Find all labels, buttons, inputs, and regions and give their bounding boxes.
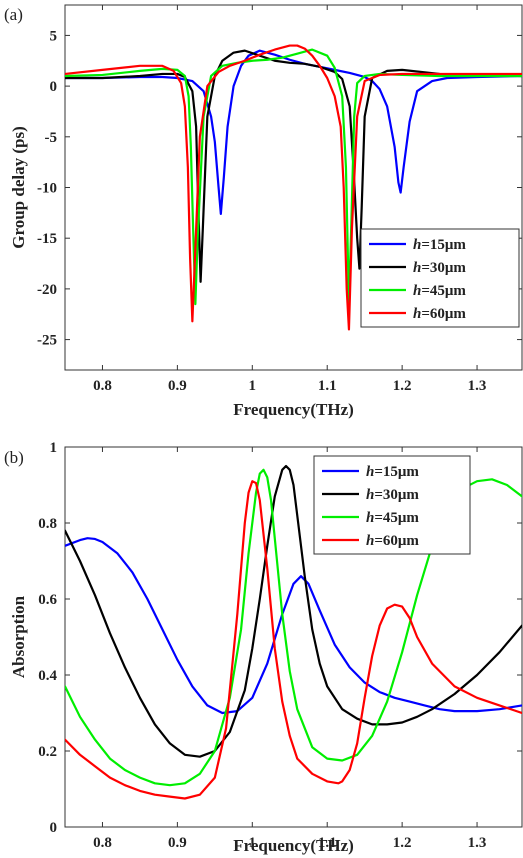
x-tick-label: 1.3 — [468, 378, 487, 394]
y-axis-label: Group delay (ps) — [9, 126, 28, 249]
y-tick-label: -20 — [37, 282, 57, 298]
series-line-45um — [65, 48, 522, 306]
x-tick-label: 1.1 — [318, 835, 337, 851]
x-tick-label: 0.8 — [93, 835, 112, 851]
legend-entry-label: h=15μm — [366, 464, 419, 480]
legend-entry-label: h=15μm — [413, 237, 466, 253]
legend-entry-label: h=45μm — [413, 283, 466, 299]
panel-label: (b) — [4, 448, 24, 467]
legend-entry-label: h=60μm — [413, 306, 466, 322]
series-line-30um — [65, 49, 522, 283]
y-tick-label: 0.2 — [38, 744, 57, 760]
y-tick-label: 0.8 — [38, 516, 57, 532]
panel-label: (a) — [4, 5, 23, 24]
x-tick-label: 1.2 — [393, 378, 412, 394]
legend-entry-label: h=45μm — [366, 510, 419, 526]
chart-panel-b: 0.8 0.9 1 1.1 1.2 1.300.20.40.60.81Frequency(… — [4, 440, 523, 855]
x-axis-label: Frequency(THz) — [233, 836, 354, 855]
x-tick-label: 1 — [249, 378, 257, 394]
legend-entry-label: h=30μm — [413, 260, 466, 276]
y-tick-label: 5 — [50, 28, 58, 44]
y-tick-label: -10 — [37, 181, 57, 197]
series-line-30um — [65, 464, 522, 758]
chart-panel-a: 0.8 0.9 1 1.1 1.2 1.3 5 0 -5 -10 -15 -20 -25 Frequenc… — [4, 4, 523, 419]
y-axis-label: Absorption — [9, 595, 28, 678]
y-tick-label: -25 — [37, 333, 57, 349]
y-tick-label: -5 — [45, 130, 58, 146]
x-tick-label: 1.3 — [468, 835, 487, 851]
x-tick-label: 0.9 — [168, 378, 187, 394]
legend: h=15μm h=30μm h=45μm h=60μm — [313, 455, 471, 555]
y-tick-label: 0.6 — [38, 592, 57, 608]
plot-area-frame — [64, 446, 523, 828]
x-tick-label: 1 — [249, 835, 257, 851]
series-line-60um — [65, 44, 522, 331]
y-tick-label: 0 — [50, 820, 58, 836]
x-tick-label: 1.1 — [318, 378, 337, 394]
legend: h=15μm h=30μm h=45μm h=60μm — [360, 228, 520, 328]
legend-entry-label: h=30μm — [366, 487, 419, 503]
series-line-15um — [65, 49, 522, 215]
y-tick-label: 1 — [50, 440, 58, 456]
series-line-60um — [65, 480, 522, 800]
legend-box — [360, 228, 520, 328]
legend-box — [313, 455, 471, 555]
y-tick-label: 0 — [50, 79, 58, 95]
x-axis-label: Frequency(THz) — [233, 400, 354, 419]
x-tick-label: 0.9 — [168, 835, 187, 851]
y-tick-label: 0.4 — [38, 668, 57, 684]
y-tick-label: -15 — [37, 231, 57, 247]
x-tick-label: 0.8 — [93, 378, 112, 394]
legend-entry-label: h=60μm — [366, 533, 419, 549]
x-tick-label: 1.2 — [393, 835, 412, 851]
